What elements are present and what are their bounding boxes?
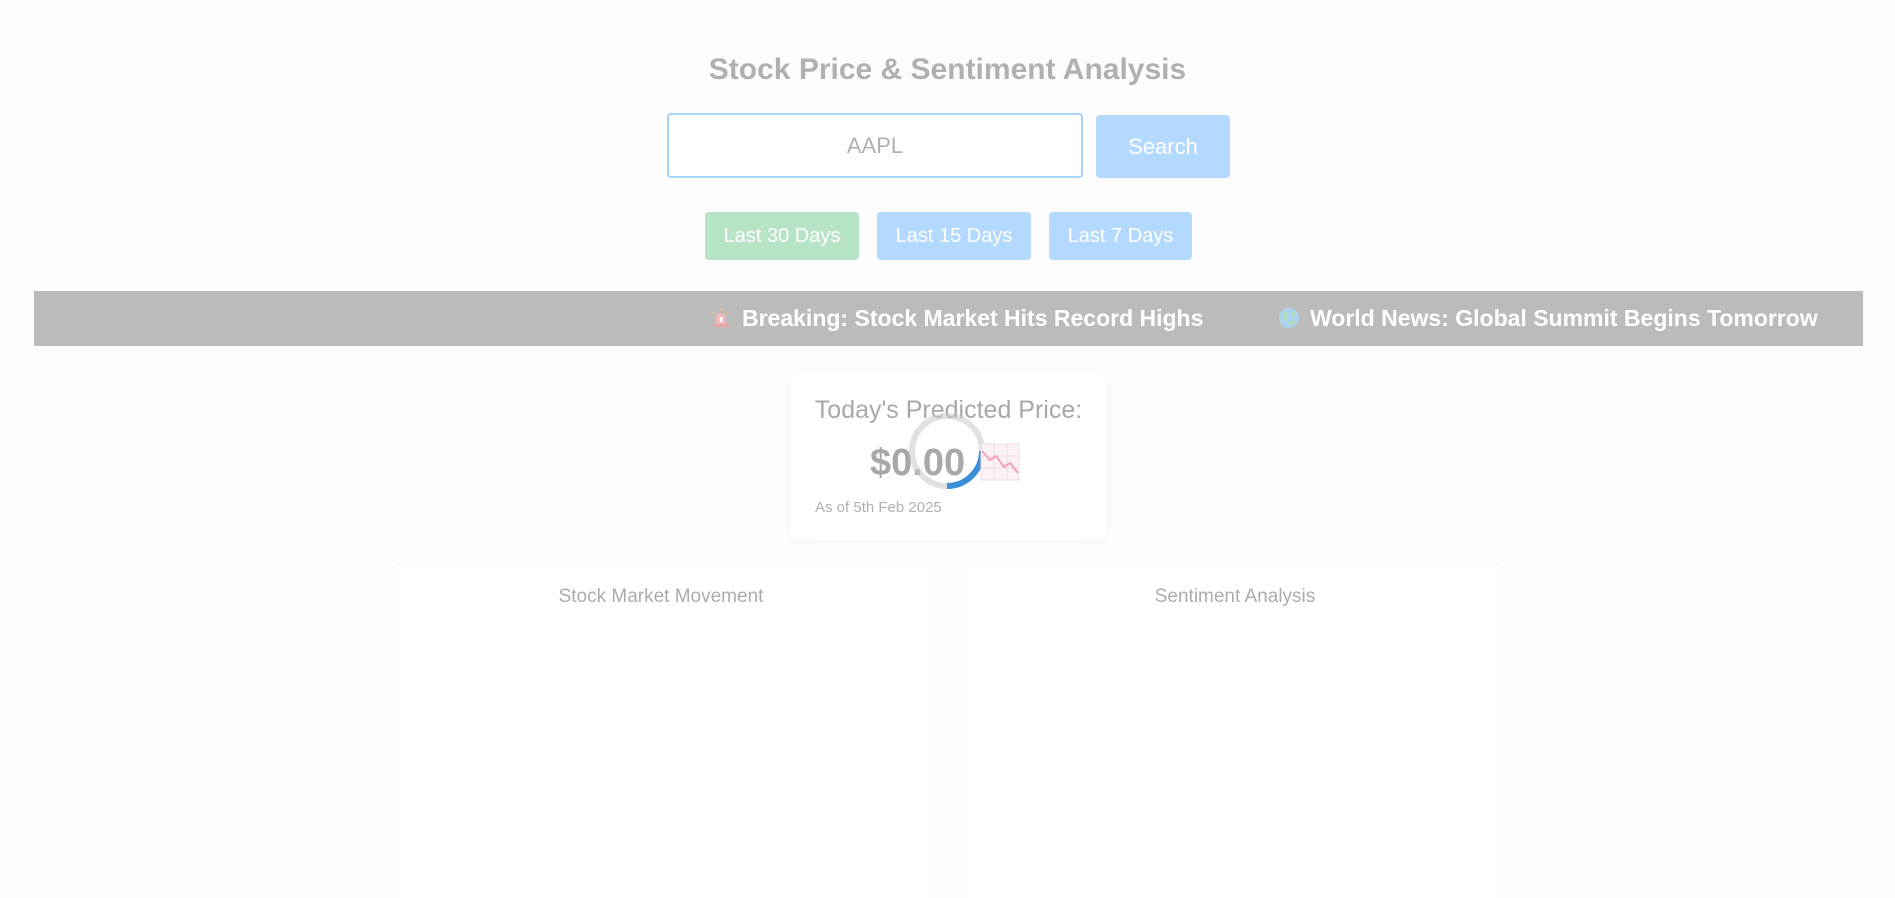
search-input[interactable] [667,113,1083,178]
predicted-price-card: Today's Predicted Price: $0.00 As of 5th… [790,372,1107,540]
ticker-item: Breaking: Stock Market Hits Record Highs [710,291,1203,346]
ticker-text: World News: Global Summit Begins Tomorro… [1310,305,1818,331]
ticker-text: Breaking: Stock Market Hits Record Highs [742,305,1204,331]
stock-movement-chart-title: Stock Market Movement [558,586,764,607]
predicted-price-label: Today's Predicted Price: [814,396,1083,424]
last-30-days-button[interactable]: Last 30 Days [705,212,859,260]
globe-icon [1279,308,1299,328]
loading-spinner-icon [909,413,985,489]
ticker-item: World News: Global Summit Begins Tomorro… [1278,291,1818,346]
chart-down-icon [980,443,1020,481]
siren-icon [712,308,730,327]
last-7-days-button[interactable]: Last 7 Days [1049,212,1192,260]
sentiment-chart-card: Sentiment Analysis [967,565,1503,898]
prediction-date: As of 5th Feb 2025 [815,499,942,516]
search-button[interactable]: Search [1096,115,1230,178]
news-ticker: Breaking: Stock Market Hits Record Highs… [34,291,1863,346]
sentiment-chart-title: Sentiment Analysis [1154,586,1316,607]
stock-movement-chart-card: Stock Market Movement [393,565,929,898]
page-title: Stock Price & Sentiment Analysis [708,53,1187,86]
last-15-days-button[interactable]: Last 15 Days [877,212,1031,260]
predicted-price-value: $0.00 [870,442,966,484]
